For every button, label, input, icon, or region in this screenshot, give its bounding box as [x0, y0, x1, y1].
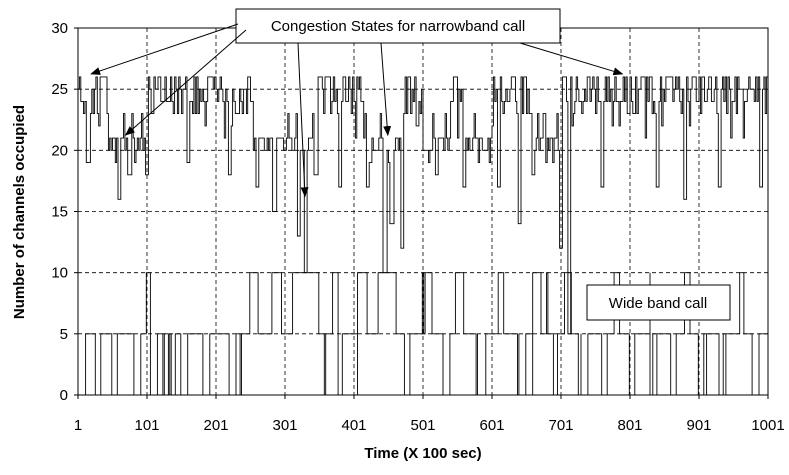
x-tick-label: 901	[686, 417, 711, 434]
x-tick-label: 201	[203, 417, 228, 434]
annotation-congestion-box	[235, 8, 561, 44]
narrowband-line	[78, 76, 768, 335]
x-tick-label: 501	[410, 417, 435, 434]
y-tick-label: 15	[51, 204, 68, 221]
x-tick-label: 701	[548, 417, 573, 434]
congestion-arrow	[380, 42, 392, 137]
y-tick-label: 25	[51, 81, 68, 98]
congestion-arrow	[90, 23, 239, 75]
wideband-line	[78, 272, 768, 396]
annotation-wideband: Wide band call	[586, 284, 731, 321]
x-tick-label: 1	[74, 417, 82, 434]
annotation-wideband-box	[586, 284, 731, 321]
x-tick-label: 101	[134, 417, 159, 434]
y-axis: 0 5 10 15 20 25 30	[51, 20, 78, 404]
annotation-arrows	[90, 23, 624, 198]
congestion-arrow	[519, 42, 624, 76]
x-tick-label: 301	[272, 417, 297, 434]
wideband-series	[78, 272, 768, 396]
x-tick-label: 601	[479, 417, 504, 434]
x-tick-label: 1001	[751, 417, 784, 434]
congestion-arrow	[297, 42, 309, 198]
x-axis: 1 101 201 301 401 501 601 701 801 901 1001	[74, 395, 785, 434]
y-tick-label: 0	[60, 387, 68, 404]
narrowband-series	[78, 76, 768, 335]
y-tick-label: 5	[60, 326, 68, 343]
x-tick-label: 401	[341, 417, 366, 434]
y-tick-label: 20	[51, 142, 68, 159]
y-axis-title: Number of channels occupied	[11, 105, 28, 319]
y-tick-label: 10	[51, 265, 68, 282]
congestion-arrow	[124, 29, 247, 136]
y-tick-label: 30	[51, 20, 68, 37]
annotation-wideband-text: Wide band call	[609, 295, 707, 312]
annotation-congestion-text: Congestion States for narrowband call	[271, 18, 525, 35]
x-tick-label: 801	[617, 417, 642, 434]
x-axis-title: Time (X 100 sec)	[364, 445, 481, 462]
annotation-congestion: Congestion States for narrowband call	[235, 8, 561, 44]
